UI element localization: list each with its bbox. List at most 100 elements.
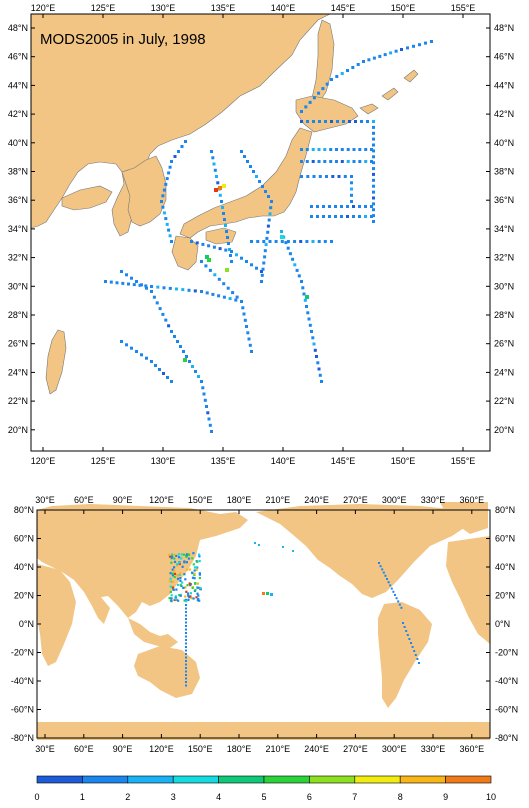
obs-point: [331, 175, 335, 178]
obs-point: [383, 53, 387, 57]
obs-point: [176, 563, 179, 566]
lon-label-bottom: 90°E: [113, 744, 133, 754]
obs-point: [164, 318, 168, 322]
obs-point: [302, 292, 306, 296]
obs-point: [185, 653, 187, 655]
obs-point: [372, 196, 375, 200]
obs-point: [170, 330, 173, 333]
india: [84, 592, 110, 624]
obs-point: [185, 674, 187, 676]
obs-point: [187, 594, 190, 597]
obs-point: [185, 618, 187, 620]
obs-point: [320, 380, 323, 383]
obs-point: [266, 592, 269, 595]
obs-point: [185, 607, 187, 610]
obs-point: [224, 248, 228, 252]
obs-point: [372, 172, 375, 176]
obs-point: [197, 594, 200, 597]
obs-point: [174, 595, 177, 598]
obs-point: [171, 553, 174, 556]
obs-hotspot: [218, 186, 222, 190]
lat-label-left: 36°N: [8, 195, 28, 205]
obs-point: [120, 270, 123, 273]
obs-point: [390, 587, 393, 590]
obs-point: [230, 260, 233, 263]
obs-point: [411, 646, 414, 648]
obs-point: [179, 594, 182, 597]
obs-point: [240, 300, 243, 303]
obs-point: [172, 588, 175, 591]
obs-point: [241, 306, 245, 310]
obs-point: [323, 160, 327, 163]
se-asia: [128, 618, 178, 648]
obs-point: [193, 569, 196, 572]
lon-label-top: 90°E: [113, 495, 133, 505]
obs-point: [308, 100, 312, 104]
lon-label-top: 130°E: [151, 3, 176, 13]
colorbar-label: 6: [307, 792, 312, 802]
obs-point: [311, 336, 315, 340]
obs-point: [181, 553, 184, 556]
obs-point: [250, 263, 253, 267]
obs-point: [121, 281, 125, 285]
obs-point: [201, 242, 205, 246]
obs-point: [197, 597, 200, 600]
obs-point: [372, 167, 375, 171]
obs-point: [210, 430, 213, 433]
lon-label-bottom: 210°E: [265, 744, 290, 754]
lon-label-bottom: 240°E: [304, 744, 329, 754]
obs-point: [186, 568, 189, 571]
obs-point: [372, 178, 375, 182]
obs-point: [364, 160, 368, 163]
kyushu: [171, 235, 199, 271]
obs-point: [188, 360, 191, 363]
obs-point: [193, 572, 196, 575]
obs-point: [130, 276, 133, 280]
obs-point: [394, 49, 398, 53]
obs-point: [125, 273, 128, 277]
obs-point: [224, 224, 227, 227]
obs-point: [205, 291, 209, 295]
obs-point: [211, 156, 215, 160]
obs-point: [225, 230, 228, 233]
obs-point: [403, 626, 406, 628]
obs-point: [348, 120, 351, 123]
lat-label-left: 0°N: [19, 619, 34, 629]
obs-point: [335, 75, 339, 78]
obs-point: [213, 273, 217, 277]
obs-point: [207, 417, 211, 421]
obs-point: [340, 215, 343, 218]
obs-point: [268, 240, 272, 243]
obs-point: [184, 578, 187, 581]
obs-point: [412, 44, 415, 48]
obs-point: [230, 250, 233, 253]
obs-point: [185, 677, 187, 680]
obs-point: [217, 294, 221, 298]
obs-point: [211, 292, 215, 296]
obs-point: [212, 245, 216, 249]
lon-label-bottom: 30°E: [35, 744, 55, 754]
lat-label-left: 24°N: [8, 367, 28, 377]
obs-point: [305, 148, 309, 151]
lon-label-bottom: 155°E: [451, 456, 476, 466]
kuril-2: [381, 87, 399, 101]
lon-label-bottom: 60°E: [74, 744, 94, 754]
lon-label-bottom: 125°E: [91, 456, 116, 466]
shandong: [61, 185, 113, 211]
obs-point: [104, 280, 107, 283]
obs-point: [178, 556, 181, 559]
lat-label-left: 22°N: [8, 396, 28, 406]
obs-point: [346, 205, 349, 208]
colorbar-label: 4: [216, 792, 221, 802]
africa: [37, 564, 76, 666]
obs-point: [150, 285, 153, 288]
obs-point: [267, 218, 271, 222]
obs-point: [240, 256, 243, 260]
obs-point: [174, 596, 177, 599]
lon-label-bottom: 120°E: [31, 456, 56, 466]
obs-point: [356, 63, 360, 66]
lat-label-right: 60°N: [495, 534, 515, 544]
lat-label-right: -80°N: [495, 733, 518, 743]
obs-point: [180, 557, 183, 560]
obs-point: [364, 205, 367, 208]
